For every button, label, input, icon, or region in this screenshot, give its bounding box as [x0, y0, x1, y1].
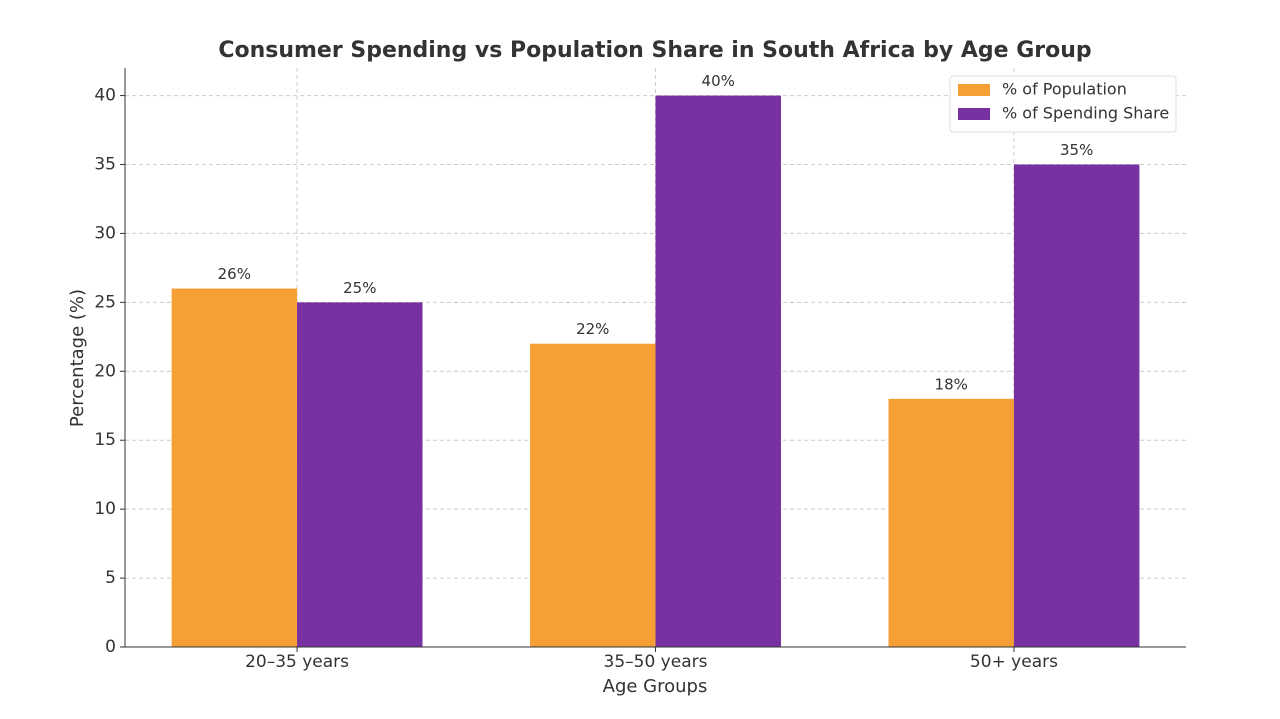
- value-label: 26%: [218, 265, 251, 283]
- bar: [888, 398, 1014, 647]
- bar: [530, 343, 656, 647]
- x-axis-label: Age Groups: [603, 676, 708, 697]
- value-label: 18%: [935, 375, 968, 393]
- y-tick-label: 40: [94, 86, 116, 106]
- y-tick-label: 30: [94, 223, 116, 243]
- y-axis-label: Percentage (%): [67, 289, 88, 427]
- x-tick-label: 20–35 years: [245, 652, 349, 672]
- value-label: 22%: [576, 320, 609, 338]
- bar: [171, 288, 298, 647]
- value-label: 25%: [343, 279, 376, 297]
- legend-swatch: [958, 108, 990, 120]
- y-tick-label: 10: [94, 499, 116, 519]
- legend-swatch: [958, 84, 990, 96]
- legend-label: % of Population: [1002, 80, 1127, 99]
- bar: [655, 95, 781, 648]
- bar: [1013, 164, 1140, 647]
- legend-label: % of Spending Share: [1002, 104, 1169, 123]
- y-tick-label: 20: [94, 361, 116, 381]
- legend-box: [949, 75, 1177, 133]
- y-tick-label: 35: [94, 155, 116, 175]
- y-tick-label: 5: [105, 568, 116, 588]
- bar: [297, 302, 423, 647]
- y-tick-label: 25: [94, 292, 116, 312]
- value-label: 40%: [702, 72, 735, 90]
- chart-title: Consumer Spending vs Population Share in…: [218, 38, 1091, 63]
- x-tick-label: 35–50 years: [604, 652, 708, 672]
- x-tick-label: 50+ years: [970, 652, 1058, 672]
- value-label: 35%: [1060, 141, 1093, 159]
- y-tick-label: 0: [105, 637, 116, 657]
- y-tick-label: 15: [94, 430, 116, 450]
